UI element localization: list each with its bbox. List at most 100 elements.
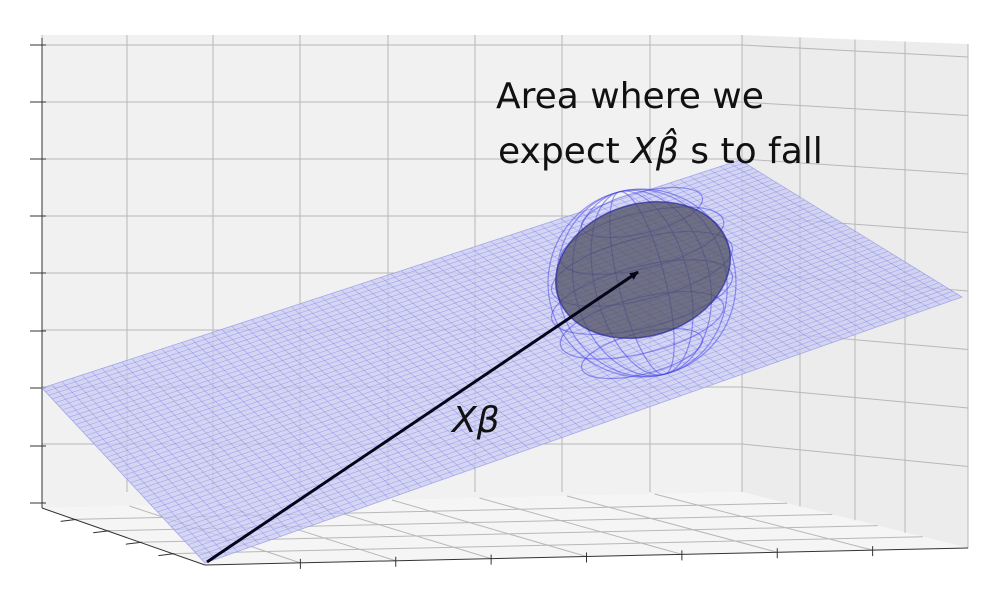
mesh-line <box>141 355 314 526</box>
mesh-line <box>91 371 260 545</box>
mesh-line <box>101 368 271 541</box>
mesh-line <box>45 162 745 392</box>
x-beta-label: Xβ <box>450 400 500 441</box>
x-beta-arrow <box>206 270 639 564</box>
plane-surface <box>42 160 962 563</box>
grid-line <box>741 158 969 175</box>
mesh-line <box>400 270 595 427</box>
mesh-line <box>699 172 919 313</box>
mesh-line <box>198 291 953 556</box>
mesh-line <box>241 322 422 488</box>
mesh-line <box>281 309 465 473</box>
mesh-line <box>140 242 875 495</box>
grid-line <box>741 44 969 58</box>
mesh-line <box>151 351 325 522</box>
mesh-line <box>390 273 584 431</box>
mesh-line <box>330 293 519 454</box>
mesh-line <box>410 267 606 423</box>
mesh-line <box>111 364 281 537</box>
mesh-line <box>194 288 949 553</box>
mesh-line <box>211 332 390 499</box>
mesh-line <box>251 319 433 484</box>
mesh-line <box>184 279 935 542</box>
mesh-line <box>160 259 902 516</box>
y-tick <box>125 541 142 545</box>
grid-line <box>741 101 969 116</box>
mesh-line <box>321 296 508 457</box>
mesh-line <box>81 374 249 549</box>
mesh-line <box>171 345 346 514</box>
mesh-line <box>291 306 476 469</box>
mesh-line <box>177 273 926 535</box>
mesh-line <box>670 182 887 324</box>
mesh-line <box>157 256 898 513</box>
mesh-line <box>680 179 898 321</box>
mesh-line <box>420 263 617 419</box>
mesh-line <box>167 265 912 524</box>
axis-ticks <box>30 44 874 569</box>
mesh-line <box>231 325 411 492</box>
grid-line <box>741 443 969 467</box>
mesh-line <box>360 283 552 442</box>
annotation-text: Area where we expect Xβ̂ s to fall <box>496 76 823 172</box>
mesh-line <box>301 303 487 465</box>
sphere-outline <box>547 188 737 378</box>
mesh-line <box>709 169 930 309</box>
grid-line <box>479 497 683 555</box>
mesh-line <box>350 286 541 446</box>
mesh-line <box>380 277 573 435</box>
annotation-line-2-prefix: expect <box>498 131 631 172</box>
mesh-line <box>147 248 884 502</box>
mesh-line <box>470 247 671 400</box>
y-axis-line <box>41 507 206 566</box>
mesh-line <box>61 381 227 556</box>
annotation-line-2: expect Xβ̂ s to fall <box>498 127 823 172</box>
y-tick <box>93 530 110 534</box>
expectation-disc <box>554 200 732 340</box>
plane-edge <box>41 159 963 564</box>
mesh-line <box>143 245 879 498</box>
mesh-line <box>161 348 335 518</box>
mesh-line <box>430 260 627 416</box>
grid-line <box>654 493 873 551</box>
mesh-line <box>719 166 941 305</box>
mesh-line <box>131 358 303 530</box>
mesh-line <box>126 231 856 480</box>
mesh-line <box>261 316 444 480</box>
mesh-line <box>201 293 958 560</box>
mesh-line <box>221 329 400 495</box>
mesh-line <box>71 378 238 552</box>
y-tick <box>60 518 77 522</box>
y-tick <box>158 553 175 557</box>
mesh-line <box>201 335 379 503</box>
mesh-line <box>153 253 893 509</box>
mesh-line <box>150 251 889 505</box>
mesh-line <box>340 290 530 450</box>
mesh-line <box>460 250 660 404</box>
mesh-line <box>311 299 498 461</box>
mesh-line <box>191 338 368 507</box>
grid-line <box>172 536 923 555</box>
mesh-line <box>174 271 921 531</box>
grid-line <box>741 386 969 409</box>
mesh-line <box>130 233 861 484</box>
mesh-line <box>164 262 907 520</box>
grid-line <box>566 495 778 553</box>
mesh-line <box>689 176 909 317</box>
mesh-line <box>136 239 870 491</box>
mesh-line <box>51 384 217 560</box>
mesh-line <box>187 282 939 546</box>
mesh-line <box>271 312 454 476</box>
mesh-line <box>191 285 944 549</box>
mesh-line <box>133 236 865 487</box>
mesh-line <box>370 280 563 438</box>
mesh-line <box>729 163 952 302</box>
annotation-line-1: Area where we <box>496 76 764 117</box>
mesh-line <box>170 268 916 527</box>
mesh-line <box>121 361 292 533</box>
mesh-line <box>440 257 638 412</box>
annotation-line-2-suffix: s to fall <box>690 131 823 172</box>
grid-line <box>391 499 587 557</box>
annotation-line-2-math: Xβ̂ <box>629 127 679 172</box>
